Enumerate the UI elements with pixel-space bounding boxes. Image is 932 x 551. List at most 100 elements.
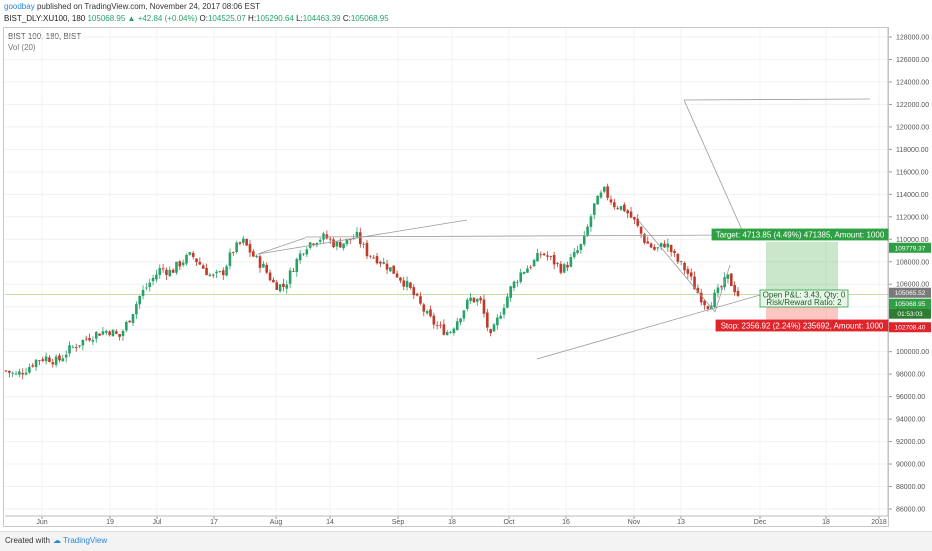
candle-body	[392, 265, 396, 274]
last-price: 105068.95	[87, 14, 126, 23]
publish-text: published on TradingView.com, November 2…	[36, 2, 261, 11]
open-value: 104525.07	[207, 14, 246, 23]
author-link[interactable]: goodbay	[4, 2, 35, 11]
candle-body	[288, 270, 292, 284]
candle-body	[48, 357, 51, 362]
candle-body	[135, 304, 138, 315]
volume-legend[interactable]: Vol (20)	[8, 43, 36, 52]
candle-body	[11, 372, 14, 374]
low-label: L:	[296, 14, 303, 23]
x-tick-label: 13	[677, 519, 685, 526]
candle-body	[699, 292, 703, 303]
candles	[4, 183, 740, 380]
candle-body	[14, 373, 18, 375]
y-tick-label: 124000.00	[896, 79, 929, 86]
candle-body	[532, 259, 536, 267]
candle-body	[683, 262, 686, 271]
candle-body	[355, 231, 359, 238]
candle-body	[419, 296, 422, 304]
candle-body	[536, 253, 539, 262]
candle-body	[252, 251, 255, 257]
candle-body	[44, 356, 48, 362]
candle-body	[489, 329, 492, 334]
candle-body	[713, 292, 716, 308]
candle-body	[445, 331, 449, 336]
candle-body	[225, 266, 228, 276]
candle-body	[188, 252, 192, 255]
candle-body	[646, 241, 650, 244]
candle-body	[415, 293, 419, 296]
stop-price-tag	[889, 322, 931, 333]
candle-body	[492, 324, 496, 332]
stop-label-box	[715, 319, 889, 332]
candle-body	[272, 279, 275, 283]
candle-body	[429, 309, 432, 317]
candle-body	[369, 255, 372, 257]
candle-body	[569, 257, 573, 267]
candle-body	[499, 315, 502, 319]
candle-body	[469, 297, 472, 301]
trend-line-segment	[257, 237, 306, 255]
candle-body	[379, 261, 382, 264]
low-value: 104463.39	[302, 14, 341, 23]
rr-text: Risk/Reward Ratio: 2	[766, 298, 842, 307]
candle-body	[666, 243, 670, 248]
candle-body	[649, 243, 653, 248]
candle-body	[522, 271, 526, 274]
candle-body	[539, 254, 543, 256]
candle-body	[673, 250, 676, 254]
candle-body	[148, 282, 152, 287]
wave-line	[714, 264, 731, 313]
x-tick-label: Jun	[36, 519, 47, 526]
candle-body	[282, 283, 285, 287]
candle-body	[519, 272, 523, 282]
candle-body	[512, 281, 516, 289]
candle-body	[549, 256, 553, 257]
candle-body	[589, 216, 593, 227]
candle-body	[626, 210, 629, 214]
symbol-label: BIST_DLY:XU100, 180	[4, 14, 86, 23]
candle-body	[24, 372, 28, 375]
candle-body	[552, 254, 556, 265]
candle-body	[639, 226, 643, 234]
candle-body	[61, 358, 65, 362]
target-zone	[766, 241, 838, 295]
candle-body	[211, 274, 215, 276]
candle-body	[242, 238, 245, 243]
candle-body	[101, 331, 105, 335]
y-tick-label: 108000.00	[896, 259, 929, 266]
x-tick-label: 16	[562, 519, 570, 526]
last-price-tag	[889, 298, 931, 309]
y-tick-label: 92000.00	[896, 439, 925, 446]
pnl-box	[759, 289, 849, 308]
candle-body	[18, 371, 21, 375]
candle-body	[389, 267, 392, 272]
candle-body	[205, 267, 208, 276]
candle-body	[399, 277, 402, 281]
candle-body	[228, 252, 232, 266]
candle-body	[425, 311, 429, 314]
candle-body	[579, 244, 583, 251]
price-chart[interactable]: 86000.00 88000.00 90000.00 92000.00 94000.00…	[0, 0, 932, 531]
candle-body	[529, 266, 533, 268]
candle-body	[452, 328, 456, 334]
candle-body	[292, 271, 295, 272]
support-trend-line	[536, 294, 761, 360]
x-tick-label: 14	[326, 519, 334, 526]
candle-body	[318, 240, 322, 242]
candle-body	[582, 235, 586, 245]
candle-body	[656, 247, 660, 249]
candle-body	[131, 313, 135, 323]
down-trend-line	[637, 219, 716, 313]
candle-body	[88, 337, 91, 341]
candle-body	[81, 339, 85, 346]
price-tag-1-text: 105065.52	[895, 290, 926, 297]
x-tick-label: 18	[822, 519, 830, 526]
candle-body	[556, 262, 559, 264]
tradingview-logo[interactable]: ☁ TradingView	[53, 536, 108, 545]
candle-body	[362, 243, 365, 245]
x-tick-label: Aug	[270, 519, 283, 526]
candle-body	[733, 285, 736, 293]
candle-body	[145, 287, 148, 289]
candle-body	[118, 334, 121, 337]
